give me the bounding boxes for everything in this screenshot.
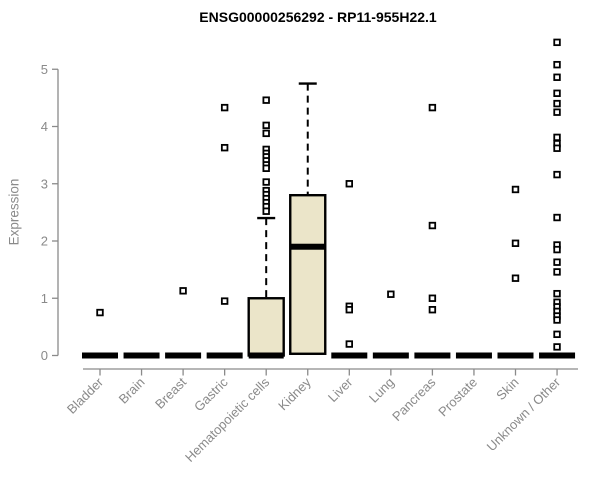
box-group-gastric: [206, 103, 243, 359]
box: [247, 297, 285, 357]
outlier-point: [553, 330, 561, 339]
outlier-point: [428, 103, 437, 112]
outlier-point: [553, 73, 561, 81]
outlier-point: [220, 103, 229, 112]
outlier-point: [428, 305, 437, 314]
outlier-point: [553, 316, 561, 324]
outlier-point: [428, 221, 437, 230]
outlier-point: [553, 170, 561, 179]
x-category-label: Liver: [325, 374, 356, 405]
outlier-point: [553, 343, 561, 351]
box-group-skin: [497, 185, 534, 359]
outlier-point: [345, 305, 353, 314]
x-category-label: Gastric: [191, 374, 231, 414]
median-line: [123, 352, 160, 359]
outlier-point: [553, 289, 561, 298]
outlier-point: [428, 294, 437, 302]
outlier-point: [220, 143, 229, 152]
box-group-hematopoietic-cells: [247, 96, 285, 359]
outlier-point: [220, 297, 229, 305]
x-category-label: Pancreas: [389, 374, 439, 424]
x-category-label: Unknown / Other: [484, 374, 564, 454]
median-line: [539, 352, 576, 359]
median-line: [82, 352, 118, 359]
outlier-point: [553, 60, 561, 69]
median-line: [248, 352, 284, 359]
box-group-liver: [331, 180, 368, 359]
box-group-breast: [165, 287, 202, 359]
median-line: [497, 352, 534, 359]
x-category-label: Kidney: [275, 374, 314, 413]
median-line: [290, 243, 326, 250]
box-group-lung: [372, 290, 409, 359]
box-group-bladder: [82, 308, 118, 359]
box-group-pancreas: [414, 103, 451, 359]
outlier-point: [262, 164, 270, 172]
x-category-label: Skin: [493, 375, 521, 403]
box-group-brain: [123, 352, 160, 359]
x-category-label: Lung: [366, 375, 397, 406]
median-line: [455, 352, 492, 359]
outlier-point: [553, 133, 561, 142]
outlier-point: [345, 340, 353, 348]
outlier-point: [553, 89, 561, 97]
x-category-label: Brain: [116, 375, 148, 407]
median-line: [372, 352, 409, 359]
box-group-unknown-other: [539, 38, 576, 359]
outlier-point: [262, 121, 270, 130]
outlier-point: [553, 213, 561, 222]
outlier-point: [553, 108, 561, 116]
outlier-point: [553, 144, 561, 152]
median-line: [414, 352, 451, 359]
outlier-point: [553, 268, 561, 276]
chart-title: ENSG00000256292 - RP11-955H22.1: [199, 9, 437, 25]
box-group-prostate: [455, 352, 492, 359]
outlier-point: [553, 258, 561, 266]
outlier-point: [553, 38, 561, 47]
outlier-point: [262, 178, 270, 186]
outlier-point: [96, 308, 104, 317]
box-group-kidney: [289, 82, 327, 355]
y-tick-label: 2: [41, 234, 48, 249]
outlier-point: [262, 129, 270, 138]
median-line: [165, 352, 202, 359]
outlier-point: [553, 99, 561, 108]
x-category-label: Breast: [152, 374, 189, 411]
outlier-point: [511, 239, 520, 247]
y-tick-label: 4: [41, 119, 48, 134]
y-tick-label: 0: [41, 348, 48, 363]
median-line: [206, 352, 243, 359]
outlier-point: [553, 245, 561, 254]
outlier-point: [179, 287, 187, 295]
y-tick-label: 1: [41, 291, 48, 306]
outlier-point: [511, 185, 520, 194]
median-line: [331, 352, 368, 359]
x-category-label: Prostate: [435, 375, 480, 420]
y-tick-label: 5: [41, 62, 48, 77]
outlier-point: [387, 290, 395, 298]
outlier-point: [262, 207, 270, 215]
outlier-point: [262, 96, 270, 104]
y-tick-label: 3: [41, 176, 48, 191]
outlier-point: [345, 180, 353, 188]
x-category-label: Bladder: [64, 374, 107, 417]
box: [289, 193, 327, 355]
outlier-point: [511, 274, 520, 282]
